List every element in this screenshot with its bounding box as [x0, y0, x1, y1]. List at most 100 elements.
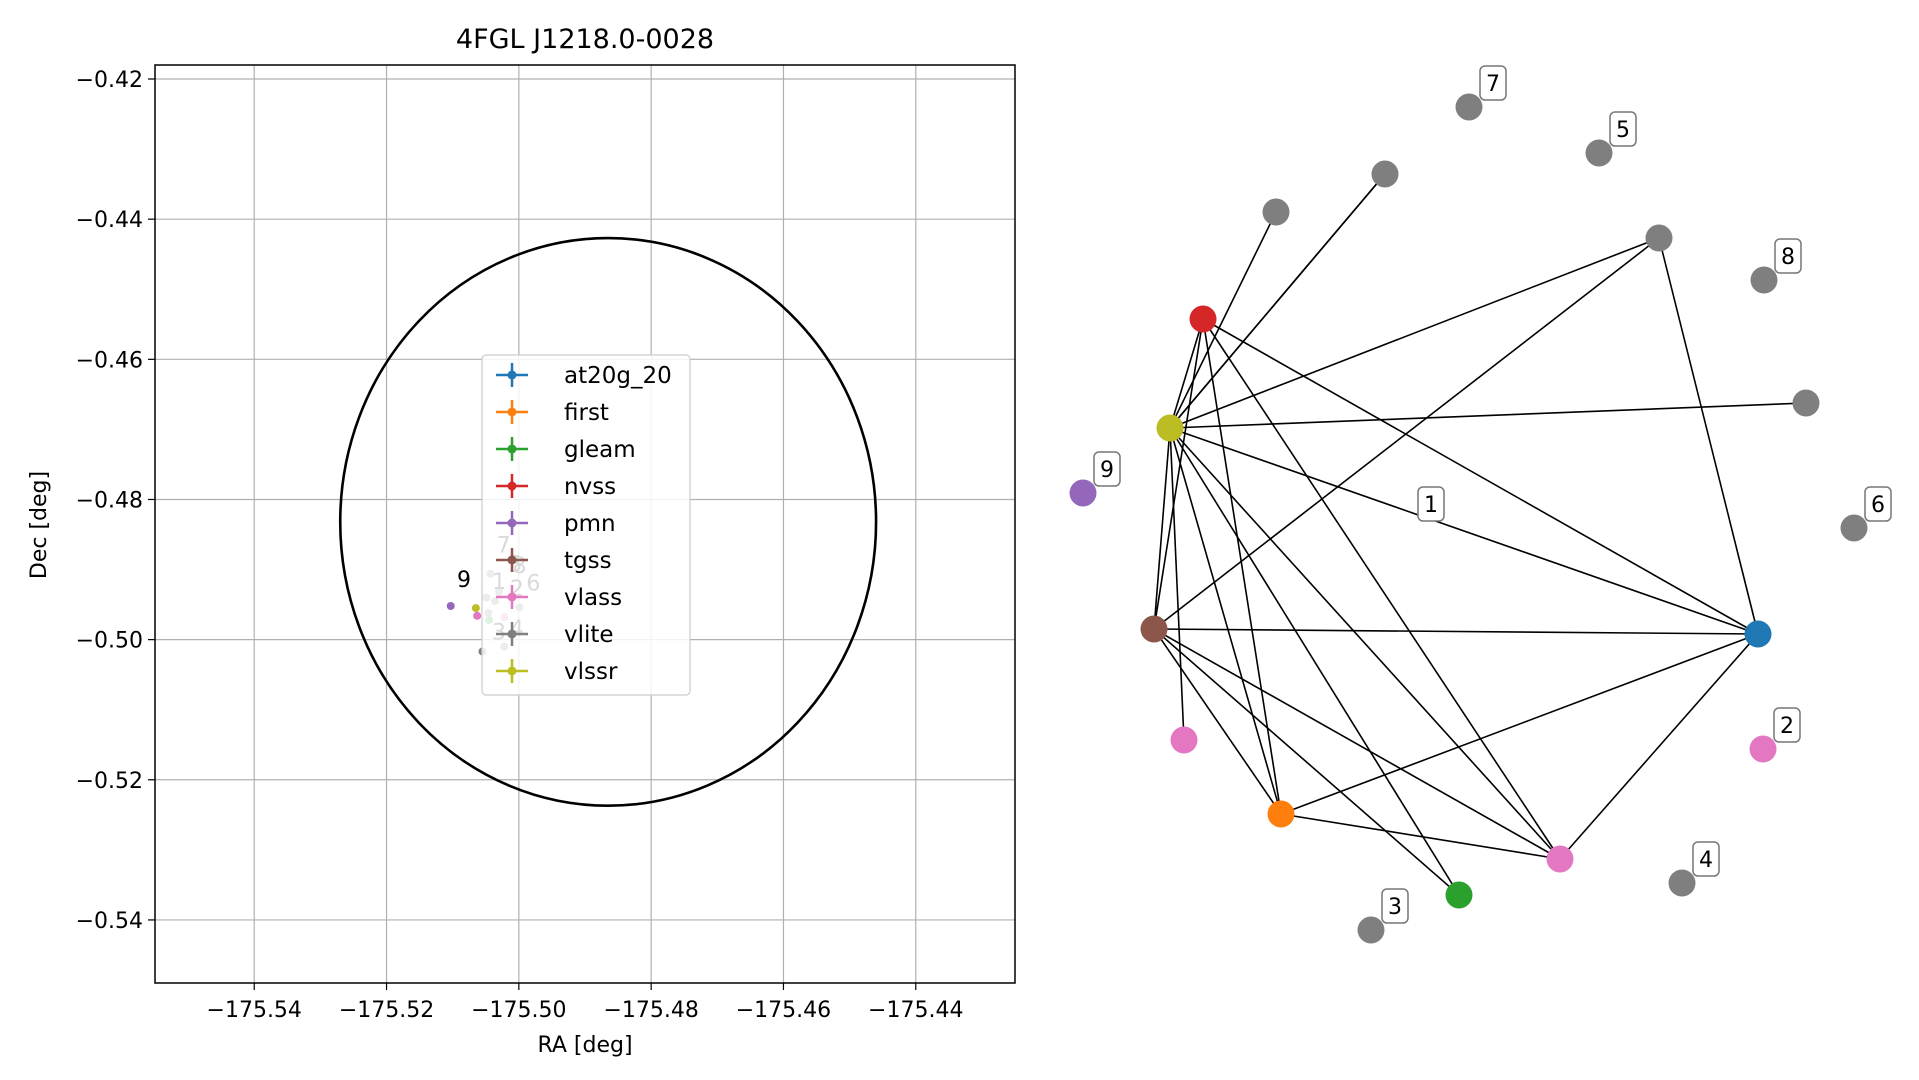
network-node-vlite_a	[1262, 198, 1290, 226]
network-node-first	[1267, 800, 1295, 828]
label-frame	[1774, 238, 1802, 274]
label-frame	[1093, 451, 1121, 487]
network-panel: 9 2 7 5 8 6 4 3 1	[1069, 65, 1892, 944]
legend-marker	[507, 481, 517, 491]
legend-label: tgss	[564, 548, 612, 574]
point-vlssr	[471, 604, 480, 613]
node-label-text: 9	[1100, 458, 1114, 483]
node-label-text: 8	[1781, 245, 1795, 270]
network-edge	[1169, 318, 1204, 429]
node-label-box: 4	[1692, 841, 1720, 877]
network-node-vlssr	[1156, 414, 1184, 442]
network-node-at20g	[1744, 620, 1772, 648]
scatter-panel: 4FGL J1218.0-0028 975812634 −175.54−175.…	[27, 24, 1016, 1058]
legend-marker	[507, 666, 517, 676]
network-node-tgss	[1140, 615, 1168, 643]
legend-entry: at20g_20	[496, 363, 672, 389]
y-tick-label: −0.48	[76, 488, 143, 513]
network-edge	[1169, 427, 1185, 741]
grid-lines	[155, 65, 1015, 983]
node-label-box: 2	[1773, 707, 1801, 743]
label-frame	[1864, 486, 1892, 522]
point-vlass	[473, 611, 482, 620]
network-edge	[1169, 427, 1282, 815]
network-node-vlite_b	[1371, 160, 1399, 188]
node-labels: 9 2 7 5 8 6 4 3 1	[1093, 65, 1892, 924]
network-edge	[1169, 427, 1561, 860]
legend-marker	[507, 592, 517, 602]
legend-marker	[507, 444, 517, 454]
legend-entry: nvss	[496, 474, 616, 500]
network-node-vlite8	[1750, 266, 1778, 294]
network-edge	[1153, 318, 1204, 630]
y-axis-label: Dec [deg]	[27, 471, 52, 579]
network-edge	[1202, 318, 1561, 860]
network-node-vlite_c	[1645, 224, 1673, 252]
x-tick-label: −175.52	[339, 998, 434, 1023]
node-label-box: 1	[1417, 486, 1445, 522]
network-node-vlite5	[1585, 139, 1613, 167]
node-label-text: 2	[1780, 714, 1794, 739]
network-node-vlass_a	[1170, 726, 1198, 754]
search-region-circle	[338, 236, 878, 808]
x-tick-label: −175.46	[736, 998, 831, 1023]
network-edge	[1202, 318, 1759, 635]
network-edge	[1153, 628, 1561, 860]
network-node-vlass2	[1749, 735, 1777, 763]
network-edge	[1202, 318, 1282, 815]
network-edge	[1169, 402, 1807, 429]
point-annotation: 9	[457, 568, 471, 593]
node-label-box: 3	[1381, 888, 1409, 924]
network-edge	[1658, 237, 1759, 635]
network-node-gleam	[1445, 881, 1473, 909]
legend-label: gleam	[564, 437, 636, 463]
label-frame	[1773, 707, 1801, 743]
network-edge	[1169, 427, 1460, 896]
network-edge	[1153, 628, 1282, 815]
network-node-vlite7	[1455, 93, 1483, 121]
legend-marker	[507, 370, 517, 380]
network-node-pmn9	[1069, 479, 1097, 507]
legend-entry: pmn	[496, 511, 616, 537]
network-edge	[1280, 633, 1759, 815]
network-node-vlite6	[1840, 514, 1868, 542]
label-frame	[1692, 841, 1720, 877]
legend-entry: vlass	[496, 585, 622, 611]
label-frame	[1381, 888, 1409, 924]
node-label-text: 3	[1388, 895, 1402, 920]
node-label-box: 7	[1479, 65, 1507, 101]
legend-label: first	[564, 400, 609, 426]
network-edge	[1153, 628, 1759, 635]
x-axis-label: RA [deg]	[537, 1033, 632, 1058]
node-label-text: 1	[1424, 493, 1438, 518]
label-frame	[1609, 111, 1637, 147]
legend-label: pmn	[564, 511, 616, 537]
network-edge	[1169, 237, 1660, 429]
plot-frame	[154, 64, 1016, 984]
node-label-text: 7	[1486, 72, 1500, 97]
plot-title: 4FGL J1218.0-0028	[456, 24, 714, 55]
network-node-vlite_d	[1792, 389, 1820, 417]
network-node-vlite4	[1668, 869, 1696, 897]
legend-entry: gleam	[496, 437, 636, 463]
legend-label: vlite	[564, 622, 614, 648]
network-edge	[1169, 211, 1277, 429]
y-tick-label: −0.46	[76, 348, 143, 373]
y-tick-label: −0.44	[76, 208, 143, 233]
legend-label: vlssr	[564, 659, 618, 685]
network-node-vlass_b	[1546, 845, 1574, 873]
legend-marker	[507, 629, 517, 639]
network-edge	[1169, 173, 1386, 429]
network-node-vlite3	[1357, 916, 1385, 944]
legend-entry: first	[496, 400, 609, 426]
y-axis-ticks: −0.42 −0.44 −0.46 −0.48 −0.50 −0.52 −0.54	[76, 68, 155, 934]
node-label-box: 6	[1864, 486, 1892, 522]
x-tick-label: −175.44	[868, 998, 963, 1023]
node-label-box: 5	[1609, 111, 1637, 147]
legend-marker	[507, 518, 517, 528]
node-label-text: 4	[1699, 848, 1713, 873]
x-tick-label: −175.54	[207, 998, 302, 1023]
legend-marker	[507, 407, 517, 417]
legend-entry: vlssr	[496, 659, 618, 685]
